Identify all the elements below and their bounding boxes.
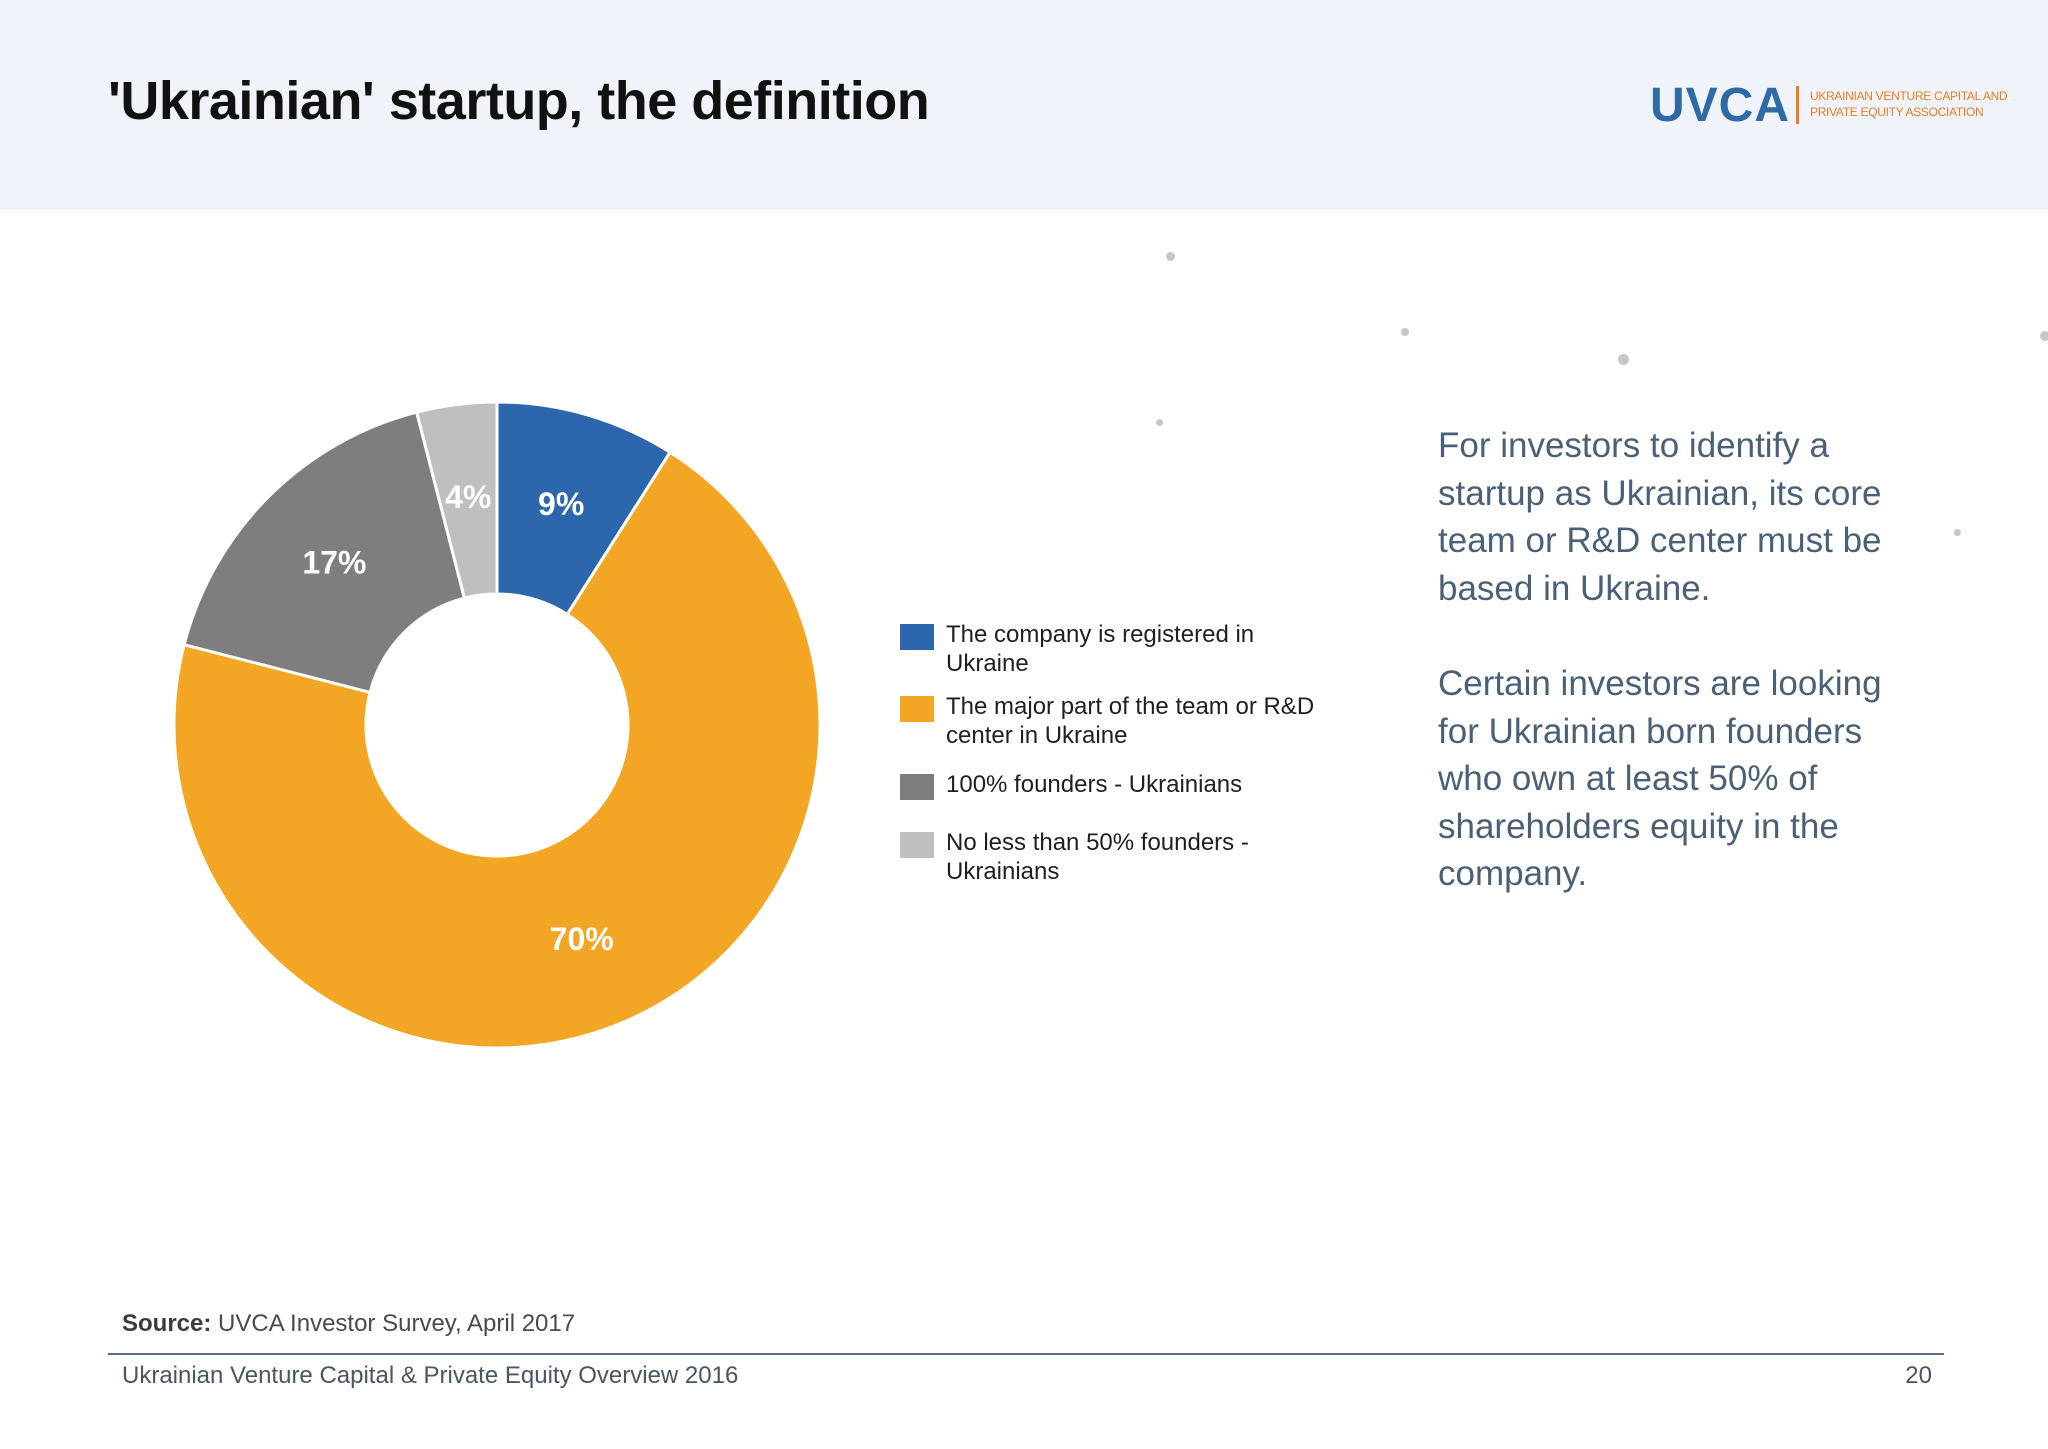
donut-slice: [172, 450, 822, 1050]
logo-subtitle-line-2: PRIVATE EQUITY ASSOCIATION: [1810, 105, 1984, 119]
source-label: Source:: [122, 1310, 212, 1337]
legend-swatch: [900, 832, 934, 858]
slice-value-label: 70%: [550, 921, 614, 957]
decorative-dot: [1156, 419, 1163, 426]
donut-slice: [495, 400, 673, 617]
legend-label-line: Ukraine: [946, 650, 1029, 677]
side-text-line: Certain investors are looking: [1438, 664, 1882, 703]
page-title: 'Ukrainian' startup, the definition: [108, 71, 930, 131]
page-number: 20: [1905, 1362, 1932, 1389]
legend-swatch: [900, 696, 934, 722]
donut-slice: [414, 400, 499, 600]
decorative-dot: [1618, 354, 1629, 365]
decorative-dot: [1401, 328, 1409, 336]
logo-separator: [1796, 86, 1799, 124]
legend-label: No less than 50% founders - Ukrainians: [946, 828, 1366, 886]
side-paragraph-2: Certain investors are looking for Ukrain…: [1438, 660, 1958, 898]
footer-divider: [108, 1353, 1944, 1355]
slice-value-label: 4%: [445, 479, 491, 515]
side-text-line: shareholders equity in the: [1438, 806, 1839, 846]
side-text-line: who own at least 50% of: [1438, 759, 1818, 798]
source-text: UVCA Investor Survey, April 2017: [211, 1310, 576, 1337]
slice-value-label: 17%: [302, 544, 366, 580]
logo-subtitle-line-1: UKRAINIAN VENTURE CAPITAL AND: [1810, 89, 2008, 103]
slice-value-label: 9%: [538, 486, 584, 522]
legend-label-line: The major part of the team or R&D: [946, 693, 1315, 720]
legend-label: The company is registered in Ukraine: [946, 620, 1366, 678]
legend-label: The major part of the team or R&D center…: [946, 692, 1366, 750]
side-text-line: startup as Ukrainian, its core: [1438, 473, 1882, 513]
legend-label-line: The company is registered in: [946, 621, 1255, 648]
donut-slice: [182, 410, 467, 695]
side-text-line: For investors to identify a: [1438, 426, 1829, 465]
legend-label-line: 100% founders - Ukrainians: [946, 771, 1243, 798]
legend-label-line: center in Ukraine: [946, 722, 1128, 749]
decorative-dot: [2040, 331, 2048, 341]
logo-subtitle: UKRAINIAN VENTURE CAPITAL AND PRIVATE EQ…: [1810, 88, 2008, 120]
legend-label: 100% founders - Ukrainians: [946, 770, 1366, 799]
footer-title: Ukrainian Venture Capital & Private Equi…: [122, 1362, 739, 1389]
source-note: Source: UVCA Investor Survey, April 2017: [122, 1310, 575, 1338]
logo-mark: UVCA: [1650, 79, 1791, 132]
header-band: [0, 0, 2048, 210]
side-text-line: for Ukrainian born founders: [1438, 711, 1863, 751]
legend-label-line: Ukrainians: [946, 858, 1060, 885]
side-text-line: company.: [1438, 854, 1588, 893]
side-text-line: team or R&D center must be: [1438, 521, 1882, 560]
legend-swatch: [900, 624, 934, 650]
side-paragraph-1: For investors to identify a startup as U…: [1438, 422, 1958, 612]
uvca-logo: UVCA UKRAINIAN VENTURE CAPITAL AND PRIVA…: [1650, 78, 2008, 134]
legend-label-line: No less than 50% founders -: [946, 829, 1249, 856]
decorative-dot: [1166, 252, 1175, 261]
decorative-dot: [1954, 529, 1961, 536]
legend-swatch: [900, 774, 934, 800]
side-text-line: based in Ukraine.: [1438, 568, 1711, 608]
